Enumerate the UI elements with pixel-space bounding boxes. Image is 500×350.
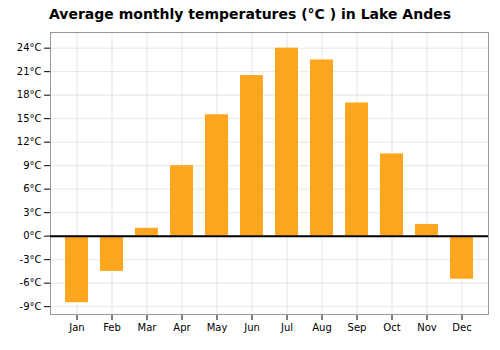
svg-text:6°C: 6°C bbox=[23, 183, 41, 194]
svg-text:Dec: Dec bbox=[452, 322, 471, 333]
svg-text:0°C: 0°C bbox=[23, 230, 41, 241]
html-text:Average monthly temperatures (: Average monthly temperatures (°C ) in La… bbox=[49, 6, 451, 22]
svg-text:Mar: Mar bbox=[138, 322, 158, 333]
svg-text:-6°C: -6°C bbox=[20, 277, 42, 288]
svg-text:Apr: Apr bbox=[173, 322, 191, 333]
svg-text:21°C: 21°C bbox=[17, 66, 42, 77]
svg-text:Jan: Jan bbox=[68, 322, 84, 333]
svg-text:-3°C: -3°C bbox=[20, 254, 42, 265]
svg-text:May: May bbox=[207, 322, 228, 333]
svg-text:Feb: Feb bbox=[103, 322, 121, 333]
svg-text:3°C: 3°C bbox=[23, 207, 41, 218]
svg-text:12°C: 12°C bbox=[17, 136, 42, 147]
svg-text:-9°C: -9°C bbox=[20, 301, 42, 312]
svg-text:9°C: 9°C bbox=[23, 160, 41, 171]
svg-text:Aug: Aug bbox=[312, 322, 332, 333]
svg-text:Jul: Jul bbox=[280, 322, 293, 333]
svg-text:15°C: 15°C bbox=[17, 113, 42, 124]
svg-text:Nov: Nov bbox=[417, 322, 437, 333]
svg-text:24°C: 24°C bbox=[17, 42, 42, 53]
svg-text:Sep: Sep bbox=[348, 322, 367, 333]
svg-text:18°C: 18°C bbox=[17, 89, 42, 100]
svg-text:Oct: Oct bbox=[383, 322, 400, 333]
svg-text:Jun: Jun bbox=[243, 322, 260, 333]
